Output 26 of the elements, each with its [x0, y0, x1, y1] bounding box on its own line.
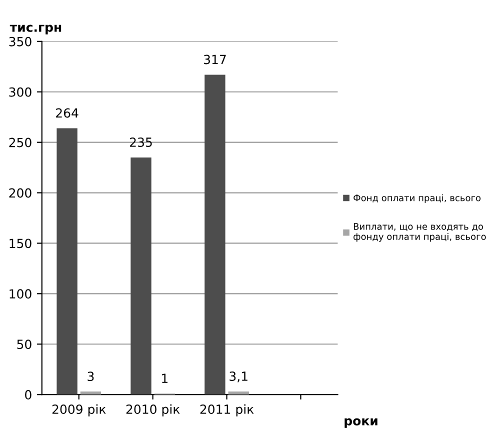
bar	[228, 391, 249, 395]
y-tick-label: 350	[9, 36, 32, 46]
data-label: 235	[130, 138, 152, 147]
data-label: 264	[56, 108, 78, 118]
y-tick-label: 100	[10, 289, 32, 299]
data-label: 3	[88, 372, 94, 382]
bar	[204, 74, 226, 395]
data-label: 3,1	[230, 372, 248, 382]
legend-label: Фонд оплати праці, всього	[354, 194, 481, 204]
y-tick-label: 150	[10, 238, 32, 248]
x-tick-label: 2011 рік	[200, 404, 254, 416]
data-label: 1	[162, 374, 168, 383]
legend-label: Виплати, що не входять до фонду оплати праці, всього	[354, 223, 486, 242]
data-label: 317	[204, 54, 226, 64]
x-axis-title: роки	[344, 418, 378, 428]
y-tick-label: 50	[17, 340, 32, 350]
y-tick-label: 300	[9, 87, 32, 97]
bar	[56, 128, 78, 395]
y-tick-label: 250	[9, 138, 32, 148]
x-tick-label: 2010 рік	[126, 404, 180, 416]
bar	[130, 157, 152, 395]
y-axis-title: тис.грн	[10, 24, 62, 34]
y-tick-label: 200	[9, 188, 32, 198]
y-tick-label: 0	[25, 390, 32, 400]
bar	[80, 392, 102, 395]
x-tick-label: 2009 рік	[52, 404, 106, 416]
